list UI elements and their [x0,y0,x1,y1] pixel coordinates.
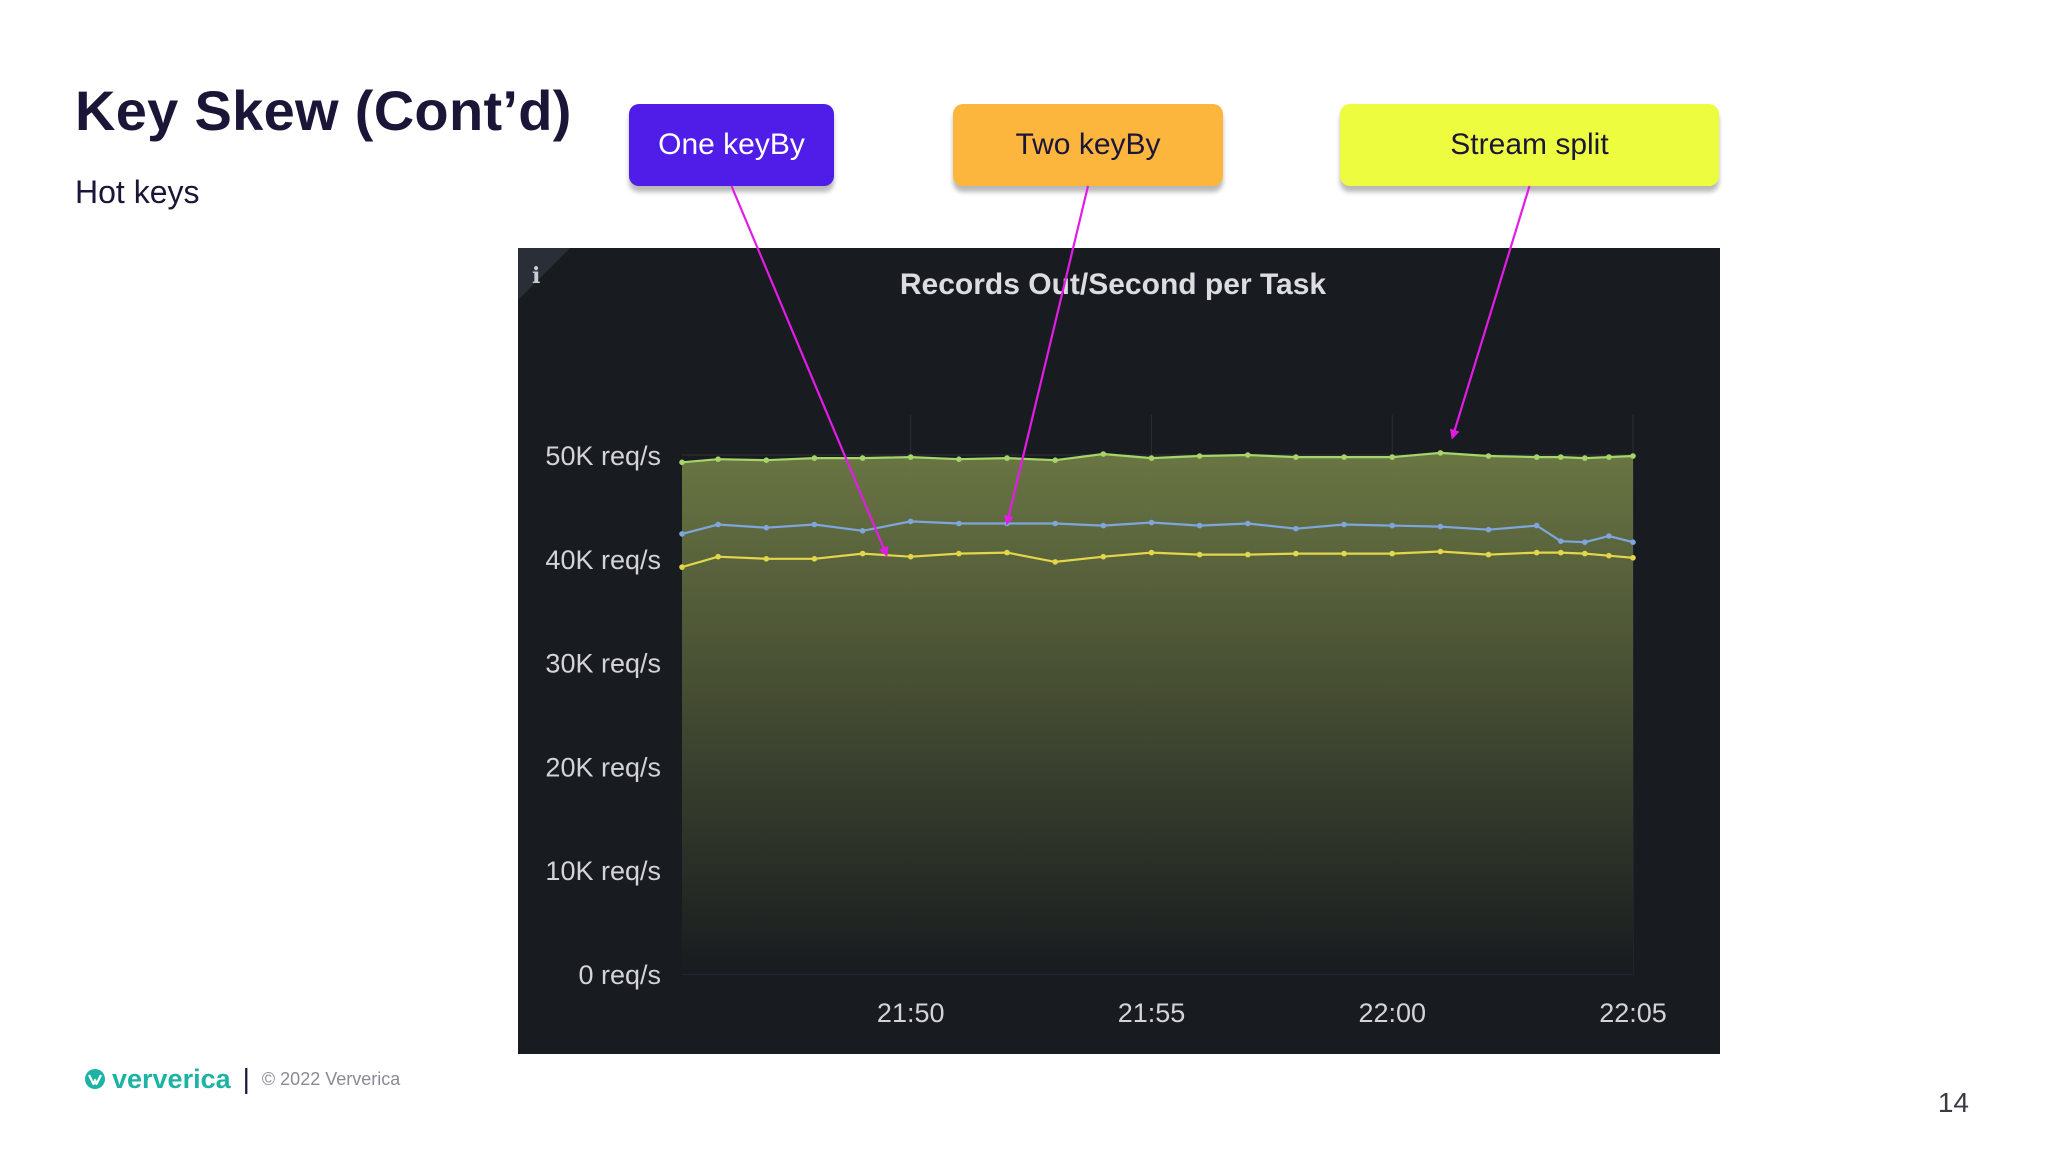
data-point-stream-split [1389,454,1395,460]
data-point-one-keyby [1004,549,1010,556]
brand-name: ververica [112,1063,231,1094]
data-point-two-keyby [1196,522,1203,529]
callout-label: Stream split [1450,128,1609,161]
callout-one-keyby: One keyBy [629,104,834,186]
data-point-two-keyby [1630,539,1636,545]
slide-subtitle: Hot keys [75,174,200,210]
data-point-two-keyby [1582,539,1588,545]
data-point-one-keyby [679,564,685,570]
data-point-stream-split [763,457,770,463]
data-point-stream-split [679,459,685,466]
data-point-one-keyby [859,550,866,557]
data-point-stream-split [1437,450,1444,456]
data-point-one-keyby [1437,548,1444,555]
callout-label: Two keyBy [1015,128,1161,161]
data-point-stream-split [1558,454,1564,460]
data-point-two-keyby [1245,520,1251,527]
y-tick-label: 50K req/s [545,441,661,471]
data-point-one-keyby [1389,550,1395,557]
data-point-one-keyby [1582,550,1588,557]
data-point-stream-split [1630,453,1636,459]
data-point-stream-split [715,456,721,462]
data-point-one-keyby [1558,549,1564,556]
data-point-one-keyby [1245,551,1251,558]
slide-title: Key Skew (Cont’d) [75,79,572,142]
x-tick-label: 22:00 [1358,998,1426,1028]
data-point-stream-split [1582,455,1588,461]
chart-title: Records Out/Second per Task [900,268,1327,301]
data-point-two-keyby [1293,525,1299,532]
data-point-stream-split [1004,455,1010,461]
data-point-two-keyby [1606,533,1612,539]
data-point-two-keyby [1052,520,1058,527]
data-point-two-keyby [679,531,685,537]
y-tick-label: 10K req/s [545,856,661,886]
data-point-two-keyby [859,528,866,534]
data-point-one-keyby [715,553,721,560]
data-point-stream-split [1196,453,1203,459]
data-point-one-keyby [1630,555,1636,561]
data-point-two-keyby [956,520,962,527]
data-point-stream-split [1606,454,1612,460]
data-point-one-keyby [1485,551,1492,558]
data-point-stream-split [1533,454,1540,460]
copyright-text: © 2022 Ververica [261,1068,401,1089]
data-point-one-keyby [1100,553,1107,560]
data-point-two-keyby [1100,522,1107,529]
callout-stream-split: Stream split [1340,104,1719,186]
x-tick-label: 22:05 [1599,998,1667,1028]
data-point-two-keyby [715,521,721,528]
data-point-two-keyby [1437,523,1444,530]
panel-corner [518,248,570,300]
x-tick-label: 21:55 [1118,998,1186,1028]
data-point-one-keyby [1533,549,1540,556]
data-point-stream-split [811,455,818,461]
data-point-one-keyby [763,556,770,562]
data-point-one-keyby [956,550,962,557]
footer-logo: ververica | © 2022 Ververica [84,1063,400,1095]
callout-two-keyby: Two keyBy [953,104,1223,186]
data-point-two-keyby [1341,521,1347,528]
data-point-one-keyby [1293,550,1299,557]
x-tick-label: 21:50 [877,998,945,1028]
data-point-two-keyby [1533,522,1540,529]
chart-panel: i Records Out/Second per Task 0 req/s 10K r… [518,248,1720,1054]
data-point-stream-split [1052,457,1058,463]
data-point-two-keyby [1389,522,1395,529]
data-point-stream-split [1485,453,1492,459]
data-point-two-keyby [1485,526,1492,533]
data-point-stream-split [1100,451,1107,457]
y-tick-label: 0 req/s [578,960,661,990]
data-point-stream-split [1148,455,1155,461]
data-point-two-keyby [763,524,770,531]
data-point-stream-split [859,455,866,461]
callout-label: One keyBy [658,128,805,161]
data-point-two-keyby [1558,538,1564,544]
data-point-one-keyby [907,553,914,560]
data-point-stream-split [1341,454,1347,460]
data-point-one-keyby [1606,552,1612,559]
records-out-chart: i Records Out/Second per Task 0 req/s 10K r… [518,248,1720,1054]
y-tick-label: 20K req/s [545,752,661,782]
info-icon: i [532,263,540,289]
data-point-two-keyby [811,521,818,528]
data-point-one-keyby [1052,559,1058,565]
data-point-stream-split [1245,452,1251,458]
footer-separator: | [242,1063,250,1094]
data-point-two-keyby [1004,520,1010,527]
data-point-stream-split [956,456,962,462]
data-point-two-keyby [907,518,914,525]
data-point-one-keyby [1196,551,1203,558]
page-number: 14 [1937,1087,1969,1118]
y-tick-label: 40K req/s [545,545,661,575]
data-point-one-keyby [1148,549,1155,556]
data-point-two-keyby [1148,519,1155,526]
series-area-fill [682,452,1633,974]
ververica-logo-icon [85,1069,105,1089]
y-tick-label: 30K req/s [545,649,661,679]
data-point-one-keyby [1341,550,1347,557]
data-point-stream-split [907,454,914,460]
data-point-stream-split [1293,454,1299,460]
data-point-one-keyby [811,556,818,562]
